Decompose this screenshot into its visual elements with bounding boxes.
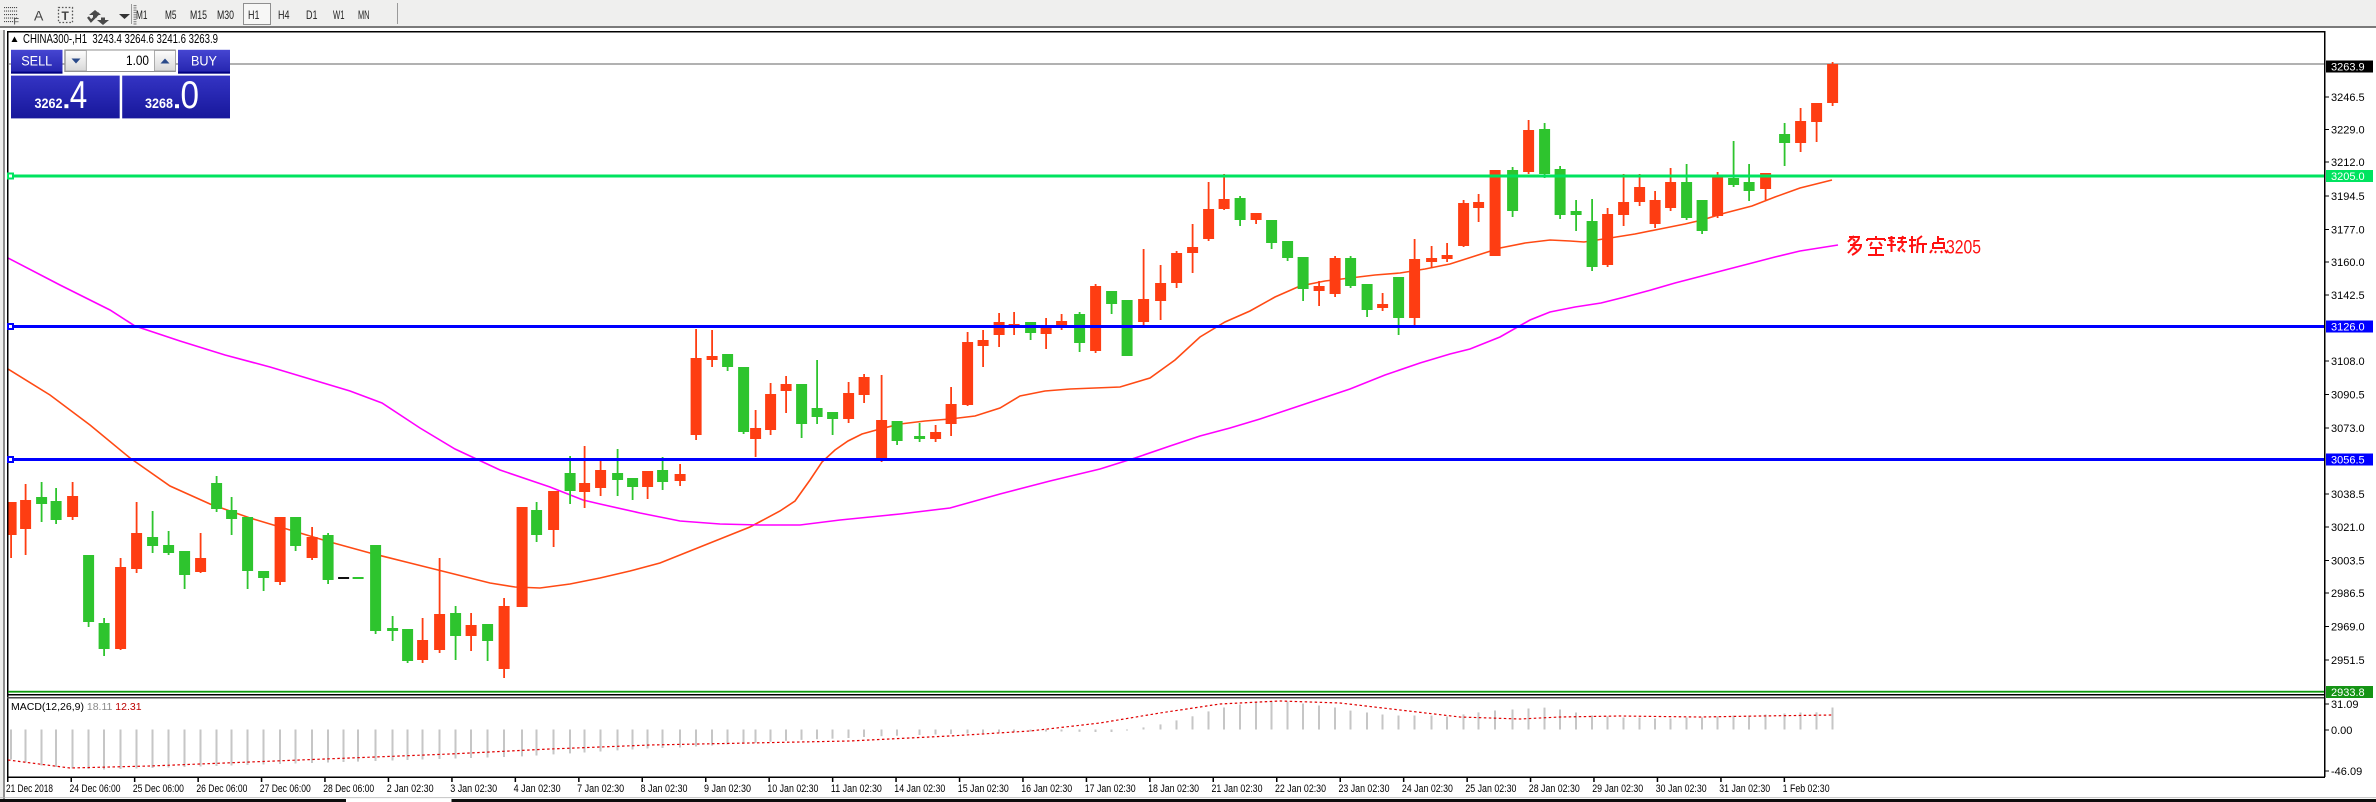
svg-text:3108.0: 3108.0 [2331, 356, 2365, 368]
svg-text:3205.0: 3205.0 [2331, 171, 2365, 183]
svg-text:F: F [14, 17, 20, 27]
svg-text:25 Jan 02:30: 25 Jan 02:30 [1465, 783, 1516, 795]
svg-text:26 Dec 06:00: 26 Dec 06:00 [196, 783, 247, 795]
svg-text:2969.0: 2969.0 [2331, 622, 2365, 634]
svg-text:3073.0: 3073.0 [2331, 423, 2365, 435]
svg-text:MACD(12,26,9) 18.11 12.31: MACD(12,26,9) 18.11 12.31 [11, 701, 142, 713]
svg-text:10 Jan 02:30: 10 Jan 02:30 [767, 783, 818, 795]
svg-text:14 Jan 02:30: 14 Jan 02:30 [894, 783, 945, 795]
svg-text:3003.5: 3003.5 [2331, 556, 2365, 568]
svg-text:15 Jan 02:30: 15 Jan 02:30 [958, 783, 1009, 795]
svg-text:3212.0: 3212.0 [2331, 157, 2365, 169]
svg-text:21 Jan 02:30: 21 Jan 02:30 [1212, 783, 1263, 795]
svg-text:3263.9: 3263.9 [2331, 62, 2365, 74]
svg-text:28 Dec 06:00: 28 Dec 06:00 [323, 783, 374, 795]
svg-text:7 Jan 02:30: 7 Jan 02:30 [577, 783, 624, 795]
svg-text:8 Jan 02:30: 8 Jan 02:30 [641, 783, 688, 795]
svg-text:3268: 3268 [145, 96, 173, 111]
svg-text:31.09: 31.09 [2331, 699, 2359, 711]
svg-text:11 Jan 02:30: 11 Jan 02:30 [831, 783, 882, 795]
svg-text:4: 4 [70, 74, 88, 117]
svg-text:3056.5: 3056.5 [2331, 455, 2365, 467]
svg-text:W1: W1 [333, 8, 345, 22]
svg-text:-46.09: -46.09 [2331, 766, 2362, 778]
svg-text:23 Jan 02:30: 23 Jan 02:30 [1339, 783, 1390, 795]
svg-text:M30: M30 [217, 8, 234, 22]
svg-text:H4: H4 [278, 8, 290, 22]
svg-text:29 Jan 02:30: 29 Jan 02:30 [1592, 783, 1643, 795]
svg-text:0: 0 [181, 74, 200, 117]
svg-text:3 Jan 02:30: 3 Jan 02:30 [450, 783, 497, 795]
svg-text:CHINA300-,H1 3243.4 3264.6 32: CHINA300-,H1 3243.4 3264.6 3241.6 3263.9 [23, 32, 218, 46]
svg-text:22 Jan 02:30: 22 Jan 02:30 [1275, 783, 1326, 795]
svg-text:17 Jan 02:30: 17 Jan 02:30 [1085, 783, 1136, 795]
svg-text:27 Dec 06:00: 27 Dec 06:00 [260, 783, 311, 795]
svg-text:2986.5: 2986.5 [2331, 588, 2365, 600]
svg-text:H1: H1 [248, 8, 260, 22]
svg-text:30 Jan 02:30: 30 Jan 02:30 [1656, 783, 1707, 795]
svg-text:3090.5: 3090.5 [2331, 390, 2365, 402]
svg-text:M5: M5 [165, 8, 177, 22]
svg-text:3038.5: 3038.5 [2331, 489, 2365, 501]
svg-text:28 Jan 02:30: 28 Jan 02:30 [1529, 783, 1580, 795]
svg-text:MN: MN [358, 8, 370, 22]
svg-text:3246.5: 3246.5 [2331, 92, 2365, 104]
svg-text:SELL: SELL [21, 54, 52, 69]
svg-text:T: T [62, 9, 70, 23]
svg-text:M1: M1 [136, 8, 148, 22]
svg-text:2933.8: 2933.8 [2331, 687, 2365, 699]
svg-text:3194.5: 3194.5 [2331, 191, 2365, 203]
svg-text:9 Jan 02:30: 9 Jan 02:30 [704, 783, 751, 795]
svg-text:3142.5: 3142.5 [2331, 290, 2365, 302]
svg-text:3205: 3205 [1946, 238, 1981, 259]
svg-text:21 Dec 2018: 21 Dec 2018 [6, 783, 53, 795]
svg-text:31 Jan 02:30: 31 Jan 02:30 [1719, 783, 1770, 795]
svg-text:2 Jan 02:30: 2 Jan 02:30 [387, 783, 434, 795]
svg-text:3126.0: 3126.0 [2331, 322, 2365, 334]
svg-text:0.00: 0.00 [2331, 725, 2352, 737]
svg-text:25 Dec 06:00: 25 Dec 06:00 [133, 783, 184, 795]
svg-text:16 Jan 02:30: 16 Jan 02:30 [1021, 783, 1072, 795]
svg-text:3262: 3262 [35, 96, 63, 111]
svg-text:2951.5: 2951.5 [2331, 655, 2365, 667]
svg-text:4 Jan 02:30: 4 Jan 02:30 [514, 783, 561, 795]
svg-text:A: A [34, 8, 44, 24]
svg-text:3229.0: 3229.0 [2331, 125, 2365, 137]
svg-text:1 Feb 02:30: 1 Feb 02:30 [1783, 783, 1830, 795]
svg-text:24 Dec 06:00: 24 Dec 06:00 [70, 783, 121, 795]
svg-text:1.00: 1.00 [126, 53, 149, 68]
svg-text:3160.0: 3160.0 [2331, 257, 2365, 269]
svg-text:24 Jan 02:30: 24 Jan 02:30 [1402, 783, 1453, 795]
svg-text:3021.0: 3021.0 [2331, 522, 2365, 534]
svg-text:18 Jan 02:30: 18 Jan 02:30 [1148, 783, 1199, 795]
svg-text:BUY: BUY [191, 54, 217, 69]
svg-text:D1: D1 [306, 8, 318, 22]
svg-text:3177.0: 3177.0 [2331, 225, 2365, 237]
svg-text:M15: M15 [190, 8, 207, 22]
